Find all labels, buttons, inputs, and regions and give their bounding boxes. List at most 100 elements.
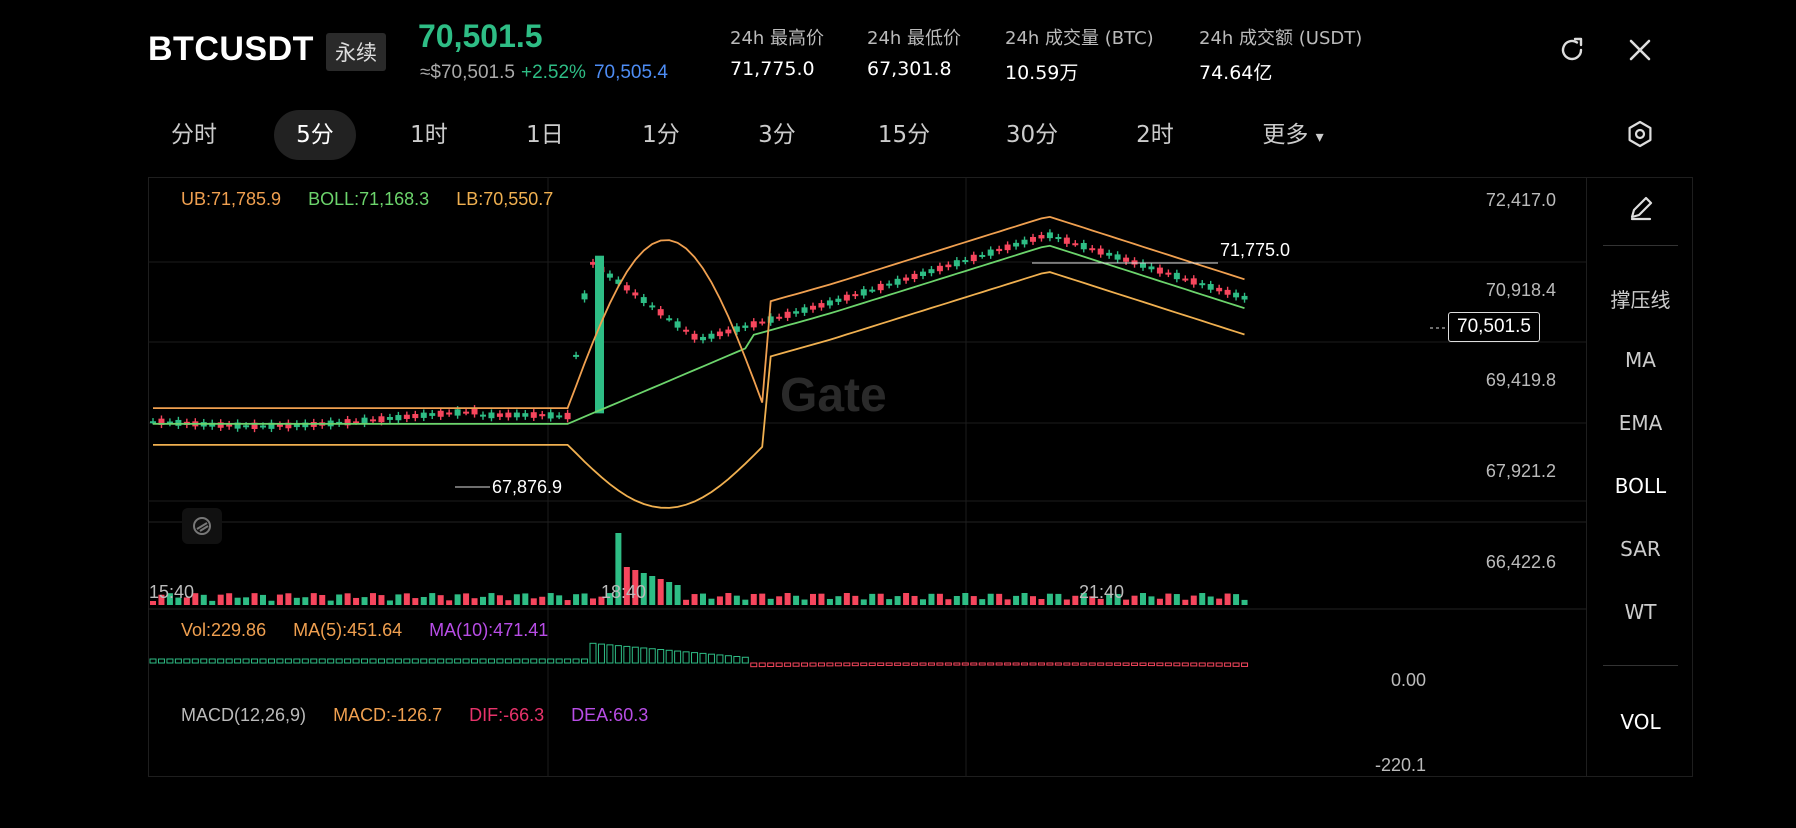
volume-bar [1190,595,1197,605]
macd-bar [276,658,284,664]
tab-3m[interactable]: 3分 [758,122,796,148]
chart-grid [148,177,1586,777]
candle-body [513,412,520,418]
macd-bar [225,658,233,664]
close-button[interactable] [1620,30,1660,70]
tab-5m[interactable]: 5分 [274,110,356,160]
candle-body [344,419,351,426]
bollinger-bands [153,215,1245,509]
macd-bar [1190,662,1198,667]
volume-bar [860,599,867,605]
macd-bar [640,647,648,664]
candle-body [860,289,867,296]
macd-bar [259,658,267,664]
candle-body [293,423,300,428]
draw-tool-button[interactable] [1587,193,1694,228]
macd-bar [953,662,961,666]
volume-bars [150,533,1248,605]
stat-24h-volume: 24h 成交量 (BTC) 10.59万 [1005,24,1154,85]
candle-body [1114,254,1121,260]
indicator-ema[interactable]: EMA [1618,411,1663,435]
volume-bar [234,597,241,605]
candle-body [386,417,393,420]
tab-1h[interactable]: 1时 [410,122,448,148]
macd-bar [386,658,394,664]
tab-1m[interactable]: 1分 [642,122,680,148]
candle-body [361,417,368,424]
volume-bar [1004,599,1011,605]
candle-body [1156,267,1163,274]
volume-bar [480,596,486,605]
macd-bar [894,662,902,666]
volume-bar [1021,593,1028,605]
chart-frame[interactable] [148,177,1693,777]
candle-body [251,422,258,429]
candle-body [742,325,749,328]
macd-bar [251,658,259,664]
volume-bar [437,595,444,605]
refresh-button[interactable] [1552,30,1592,70]
volume-bar [353,597,360,605]
macd-bar [377,658,385,664]
candle-body [158,418,165,425]
candle-body [996,248,1003,252]
tab-time-share[interactable]: 分时 [171,122,217,148]
macd-bar [860,662,868,667]
volume-bar [590,598,596,605]
indicator-ma[interactable]: MA [1625,348,1656,372]
volume-bar [1241,599,1248,605]
volume-bar [243,597,250,605]
tab-30m[interactable]: 30分 [1005,122,1059,148]
macd-legend: MACD(12,26,9) MACD:-126.7 DIF:-66.3 DEA:… [181,705,648,726]
candle-body [708,333,715,339]
macd-bar [868,662,876,667]
macd-bar [877,662,885,666]
macd-bar [403,658,411,664]
legend-lb: LB:70,550.7 [456,189,554,209]
volume-bar [226,593,233,605]
candle-body [446,412,453,415]
tab-more[interactable]: 更多 ▾ [1238,110,1348,160]
kline-chart[interactable] [148,177,1586,777]
volume-bar [1207,596,1214,605]
volume-bar [539,596,546,605]
symbol-title[interactable]: BTCUSDT [148,30,314,68]
legend-ma5: MA(5):451.64 [293,620,403,640]
candle-body [1182,278,1189,281]
volume-bar [928,593,935,605]
macd-bar [741,656,749,664]
indicator-wt[interactable]: WT [1624,600,1657,624]
macd-bar [927,662,935,666]
stat-value: 10.59万 [1005,62,1079,84]
pencil-icon [1630,196,1652,221]
candle-body [936,265,943,272]
candle-body [1148,266,1155,270]
indicator-vol[interactable]: VOL [1620,710,1661,734]
boll-legend: UB:71,785.9 BOLL:71,168.3 LB:70,550.7 [181,189,553,210]
macd-bar [851,662,859,667]
candle-body [454,409,461,416]
tab-2h[interactable]: 2时 [1136,122,1174,148]
tab-1d[interactable]: 1日 [526,122,564,148]
indicator-support-resistance[interactable]: 撑压线 [1610,288,1671,312]
volume-bar [573,594,580,605]
candle-body [1207,284,1214,290]
macd-bar [318,658,326,664]
macd-bar [970,662,978,666]
stat-label: 24h 成交量 (BTC) [1005,28,1154,49]
macd-bar [471,658,479,664]
volume-bar [886,599,893,605]
chart-settings-button[interactable] [1620,114,1660,154]
indicator-boll[interactable]: BOLL [1614,474,1667,498]
volume-bar [564,600,571,605]
volume-bar [784,593,791,605]
volume-bar [522,593,529,605]
volume-bar [606,593,613,605]
candle-body [979,254,986,257]
depth-toggle-button[interactable] [182,508,222,544]
indicator-sar[interactable]: SAR [1620,537,1661,561]
candle-body [1241,295,1248,300]
volume-bar [378,595,385,605]
macd-bar [817,662,825,667]
tab-15m[interactable]: 15分 [877,122,931,148]
